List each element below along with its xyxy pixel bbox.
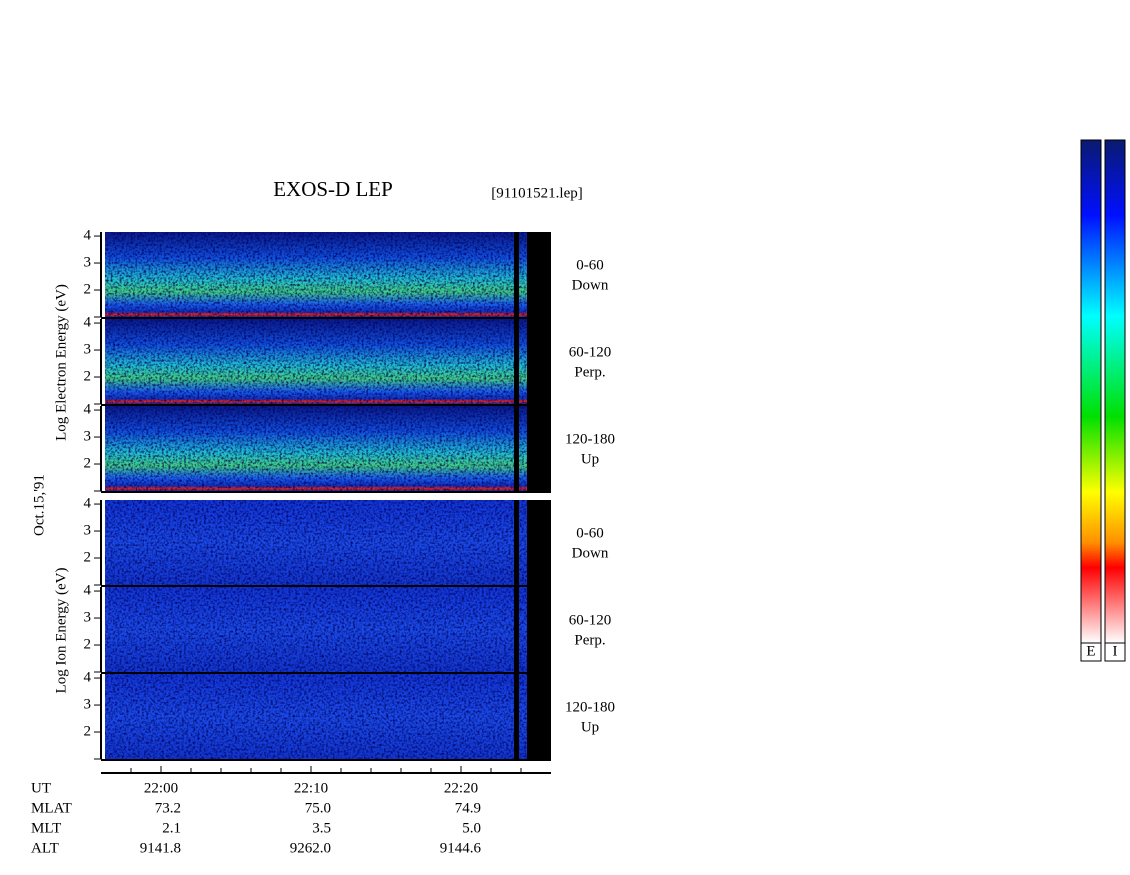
colorbar-label-box (1080, 642, 1102, 662)
ephemeris-name: UT (31, 780, 51, 796)
ephemeris-value: 9141.8 (140, 840, 181, 856)
file-name: [91101521.lep] (491, 185, 583, 201)
y-tick-label: 3 (84, 428, 92, 444)
spectrogram-noise (105, 587, 529, 672)
y-tick-label: 3 (84, 341, 92, 357)
data-gap (514, 587, 519, 672)
y-tick-label: 2 (84, 455, 92, 471)
ephemeris-value: 5.0 (462, 820, 481, 836)
data-gap (527, 232, 551, 317)
spectrogram-noise (105, 406, 529, 491)
y-tick-label: 4 (84, 314, 92, 330)
panel-label: 120-180 (565, 431, 615, 447)
y-tick-label: 4 (84, 227, 92, 243)
x-tick-label: 22:00 (144, 780, 178, 796)
panel-label: 0-60 (576, 525, 604, 541)
y-tick-label: 4 (84, 669, 92, 685)
ephemeris-value: 73.2 (155, 800, 181, 816)
ephemeris-name: MLAT (31, 800, 72, 816)
data-gap (514, 500, 519, 585)
data-gap (514, 319, 519, 404)
colorbar-label: I (1113, 643, 1118, 659)
data-gap (527, 500, 551, 585)
ephemeris-name: ALT (31, 840, 59, 856)
ephemeris-value: 74.9 (455, 800, 481, 816)
date-label: Oct.15,'91 (31, 474, 47, 536)
y-tick-label: 2 (84, 281, 92, 297)
data-gap (514, 232, 519, 317)
x-tick-label: 22:10 (294, 780, 328, 796)
data-gap (514, 674, 519, 759)
colorbar (1080, 139, 1102, 644)
ephemeris-value: 3.5 (312, 820, 331, 836)
ephemeris-value: 75.0 (305, 800, 331, 816)
y-tick-label: 4 (84, 401, 92, 417)
colorbar (1104, 139, 1126, 644)
y-axis-label: Log Electron Energy (eV) (53, 284, 69, 441)
data-gap (527, 587, 551, 672)
data-gap (514, 406, 519, 491)
panel-label: 0-60 (576, 257, 604, 273)
panel-label: Down (572, 277, 609, 293)
data-gap (527, 406, 551, 491)
data-gap (527, 674, 551, 759)
y-tick-label: 4 (84, 495, 92, 511)
y-tick-label: 3 (84, 609, 92, 625)
panel-label: 60-120 (569, 612, 612, 628)
spectrogram-noise (105, 674, 529, 759)
panel-label: Up (581, 719, 599, 735)
spectrogram-noise (105, 319, 529, 404)
y-axis-label: Log Ion Energy (eV) (53, 568, 69, 694)
y-tick-label: 2 (84, 636, 92, 652)
panel-label: Up (581, 451, 599, 467)
data-gap (527, 319, 551, 404)
y-tick-label: 4 (84, 582, 92, 598)
chart-title: EXOS-D LEP (273, 177, 393, 201)
panel-label: 120-180 (565, 699, 615, 715)
ephemeris-value: 9262.0 (290, 840, 331, 856)
spectrogram-noise (105, 500, 529, 585)
panel-label: Perp. (574, 364, 605, 380)
y-tick-label: 3 (84, 522, 92, 538)
panel-label: 60-120 (569, 344, 612, 360)
colorbar-label: E (1086, 643, 1095, 659)
spectrogram-noise (105, 232, 529, 317)
x-tick-label: 22:20 (444, 780, 478, 796)
panel-label: Perp. (574, 632, 605, 648)
ephemeris-value: 2.1 (162, 820, 181, 836)
y-tick-label: 3 (84, 696, 92, 712)
ephemeris-name: MLT (31, 820, 61, 836)
y-tick-label: 2 (84, 723, 92, 739)
colorbar-label-box (1104, 642, 1126, 662)
y-tick-label: 3 (84, 254, 92, 270)
y-tick-label: 2 (84, 549, 92, 565)
panel-label: Down (572, 545, 609, 561)
y-tick-label: 2 (84, 368, 92, 384)
ephemeris-value: 9144.6 (440, 840, 482, 856)
